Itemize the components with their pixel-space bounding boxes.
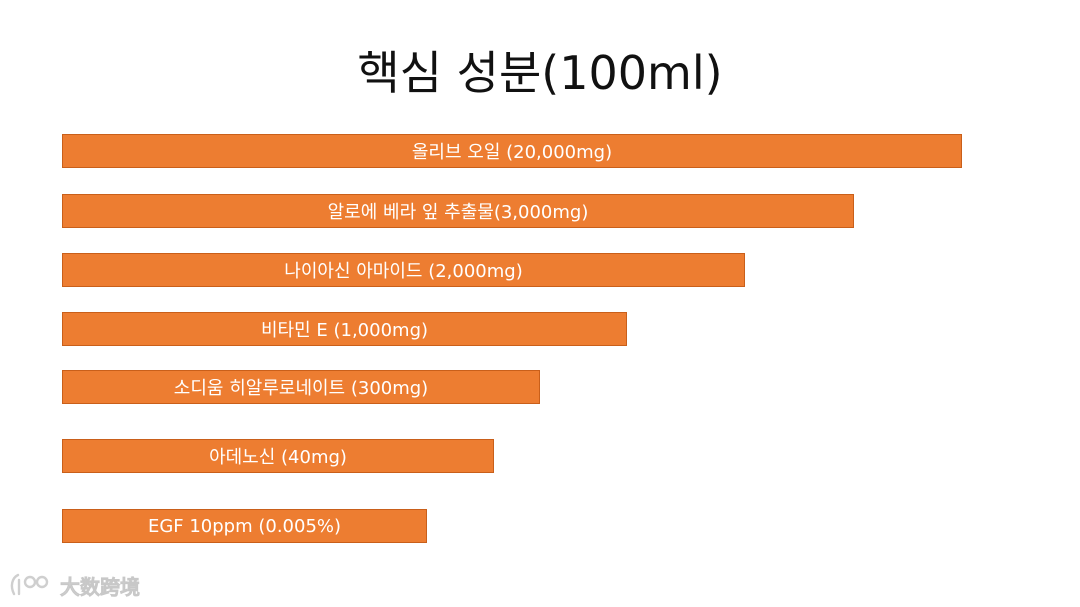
- bar-label: EGF 10ppm (0.005%): [147, 515, 342, 537]
- bar-label: 소디움 히알루로네이트 (300mg): [173, 378, 429, 399]
- bar-1: 올리브 오일 (20,000mg): [62, 134, 962, 168]
- bar-5: 소디움 히알루로네이트 (300mg): [62, 370, 540, 404]
- bar-4: 비타민 E (1,000mg): [62, 312, 627, 346]
- bar-3: 나이아신 아마이드 (2,000mg): [62, 253, 745, 287]
- bar-label: 알로에 베라 잎 추출물(3,000mg): [327, 202, 589, 223]
- bar-6: 아데노신 (40mg): [62, 439, 494, 473]
- watermark-text: 大数跨境: [60, 574, 141, 599]
- chart-title: 핵심 성분(100ml): [357, 46, 723, 100]
- bar-label: 비타민 E (1,000mg): [260, 320, 429, 341]
- bar-2: 알로에 베라 잎 추출물(3,000mg): [62, 194, 854, 228]
- bar-label: 아데노신 (40mg): [209, 447, 347, 468]
- bar-label: 나이아신 아마이드 (2,000mg): [284, 261, 523, 282]
- watermark: 大数跨境: [8, 568, 140, 602]
- logo-icon: [8, 572, 56, 598]
- bar-7: EGF 10ppm (0.005%): [62, 509, 427, 543]
- bar-label: 올리브 오일 (20,000mg): [411, 142, 613, 163]
